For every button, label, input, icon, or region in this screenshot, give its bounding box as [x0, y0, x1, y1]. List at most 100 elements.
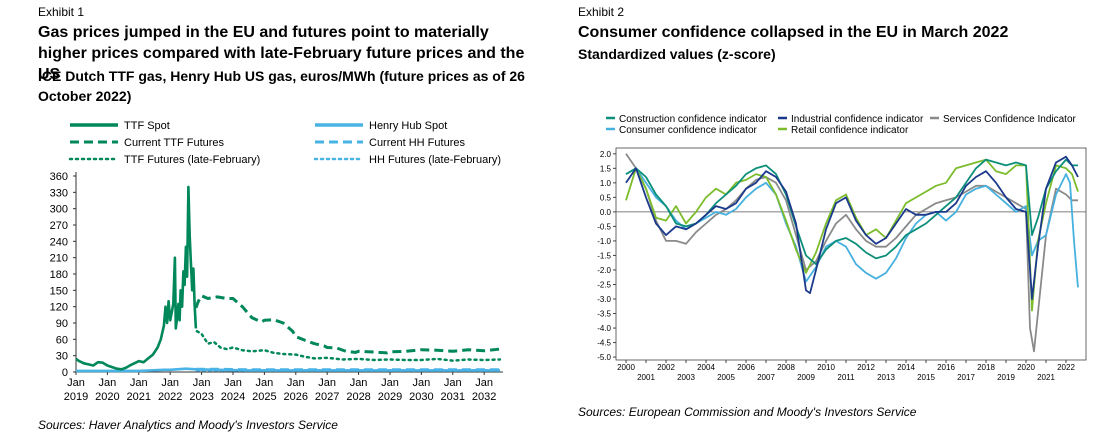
legend-label-retail-confidence-indicator: Retail confidence indicator	[791, 125, 909, 136]
legend-label-henry-hub-spot: Henry Hub Spot	[369, 120, 447, 132]
y-tick-label: -2.5	[597, 280, 611, 289]
x-tick-label: 2005	[717, 373, 735, 382]
x-tick-year: 2019	[64, 391, 88, 403]
x-tick-year: 2027	[315, 391, 339, 403]
x-tick-label: 2016	[937, 363, 955, 372]
y-tick-label: 120	[50, 302, 68, 314]
x-tick-month: Jan	[444, 377, 462, 389]
y-tick-label: 240	[50, 236, 68, 248]
exhibit-1-title: Gas prices jumped in the EU and futures …	[38, 24, 525, 83]
x-tick-year: 2030	[409, 391, 433, 403]
x-tick-label: 2010	[817, 363, 835, 372]
exhibit-1-label: Exhibit 1	[38, 5, 85, 19]
y-tick-label: 1.0	[600, 179, 612, 188]
x-tick-label: 2022	[1057, 363, 1075, 372]
y-tick-label: -3.5	[597, 310, 611, 319]
x-tick-label: 2019	[997, 373, 1015, 382]
x-tick-month: Jan	[381, 377, 399, 389]
series-line-henry-hub-spot	[76, 367, 500, 373]
y-tick-label: -4.5	[597, 339, 611, 348]
y-tick-label: -3.0	[597, 295, 611, 304]
x-tick-label: 2013	[877, 373, 895, 382]
legend-label-industrial-confidence-indicator: Industrial confidence indicator	[791, 114, 924, 125]
x-tick-month: Jan	[67, 377, 85, 389]
y-tick-label: 330	[50, 187, 68, 199]
x-tick-label: 2014	[897, 363, 915, 372]
x-tick-label: 2002	[657, 363, 675, 372]
x-tick-year: 2024	[221, 391, 245, 403]
y-tick-label: 0.5	[600, 193, 612, 202]
x-tick-label: 2007	[757, 373, 775, 382]
exhibit-2-panel: Exhibit 2 Consumer confidence collapsed …	[578, 0, 1115, 438]
x-tick-label: 2008	[777, 363, 795, 372]
y-tick-label: 2.0	[600, 150, 612, 159]
x-tick-month: Jan	[99, 377, 117, 389]
legend-label-ttf-futures-late-february: TTF Futures (late-February)	[124, 154, 260, 166]
exhibit-2-source: Sources: European Commission and Moody's…	[578, 405, 917, 419]
x-tick-year: 2021	[127, 391, 151, 403]
confidence-chart: Construction confidence indicator Industr…	[597, 114, 1087, 382]
x-tick-year: 2020	[95, 391, 119, 403]
x-tick-label: 2011	[837, 373, 855, 382]
x-tick-label: 2020	[1017, 363, 1035, 372]
y-tick-label: 1.5	[600, 164, 612, 173]
x-tick-label: 2006	[737, 363, 755, 372]
legend-label-current-ttf-futures: Current TTF Futures	[124, 137, 225, 149]
y-tick-label: 270	[50, 220, 68, 232]
y-tick-label: 60	[56, 334, 68, 346]
legend-label-construction-confidence-indicator: Construction confidence indicator	[619, 114, 768, 125]
y-tick-label: 360	[50, 171, 68, 183]
y-tick-label: -0.5	[597, 222, 611, 231]
x-tick-month: Jan	[161, 377, 179, 389]
x-tick-year: 2026	[284, 391, 308, 403]
series-line-ttf-spot	[75, 185, 198, 371]
x-tick-label: 2017	[957, 373, 975, 382]
x-tick-label: 2015	[917, 373, 935, 382]
series-line-ttf-futures-late-february	[195, 329, 502, 362]
x-tick-year: 2029	[378, 391, 402, 403]
exhibit-1-subtitle: ICE Dutch TTF gas, Henry Hub US gas, eur…	[38, 68, 525, 104]
x-tick-label: 2018	[977, 363, 995, 372]
y-tick-label: -4.0	[597, 324, 611, 333]
y-tick-label: -1.0	[597, 237, 611, 246]
y-tick-label: 180	[50, 269, 68, 281]
y-tick-label: -1.5	[597, 251, 611, 260]
gas-price-chart: TTF Spot Henry Hub Spot Current TTF Future…	[50, 120, 503, 403]
series-line-services-confidence-indicator	[625, 153, 1078, 353]
exhibit-1-source: Sources: Haver Analytics and Moody's Inv…	[38, 418, 338, 432]
x-tick-label: 2004	[697, 363, 715, 372]
x-tick-month: Jan	[318, 377, 336, 389]
y-tick-label: -2.0	[597, 266, 611, 275]
x-tick-month: Jan	[224, 377, 242, 389]
x-tick-month: Jan	[412, 377, 430, 389]
series-line-industrial-confidence-indicator	[625, 155, 1079, 300]
y-tick-label: 0	[62, 367, 68, 379]
series-line-consumer-confidence-indicator	[625, 167, 1079, 288]
exhibit-2-label: Exhibit 2	[578, 5, 625, 19]
x-tick-label: 2012	[857, 363, 875, 372]
y-tick-label: 90	[56, 318, 68, 330]
legend-label-ttf-spot: TTF Spot	[124, 120, 170, 132]
y-tick-label: -5.0	[597, 353, 611, 362]
x-tick-year: 2028	[346, 391, 370, 403]
legend-label-hh-futures-late-february: HH Futures (late-February)	[369, 154, 501, 166]
exhibit-2-subtitle: Standardized values (z-score)	[578, 46, 776, 62]
x-tick-year: 2032	[472, 391, 496, 403]
legend-label-services-confidence-indicator: Services Confidence Indicator	[943, 114, 1077, 125]
y-tick-label: 300	[50, 204, 68, 216]
legend-label-consumer-confidence-indicator: Consumer confidence indicator	[619, 125, 758, 136]
y-tick-label: 30	[56, 351, 68, 363]
y-tick-label: 0.0	[600, 208, 612, 217]
x-tick-label: 2000	[617, 363, 635, 372]
x-tick-month: Jan	[256, 377, 274, 389]
x-tick-label: 2009	[797, 373, 815, 382]
x-tick-label: 2001	[637, 373, 655, 382]
exhibit-2-title: Consumer confidence collapsed in the EU …	[578, 24, 1009, 41]
series-line-current-ttf-futures	[194, 294, 501, 355]
x-tick-month: Jan	[350, 377, 368, 389]
x-tick-year: 2023	[189, 391, 213, 403]
x-tick-month: Jan	[287, 377, 305, 389]
x-tick-year: 2031	[441, 391, 465, 403]
x-tick-year: 2025	[252, 391, 276, 403]
x-tick-month: Jan	[130, 377, 148, 389]
